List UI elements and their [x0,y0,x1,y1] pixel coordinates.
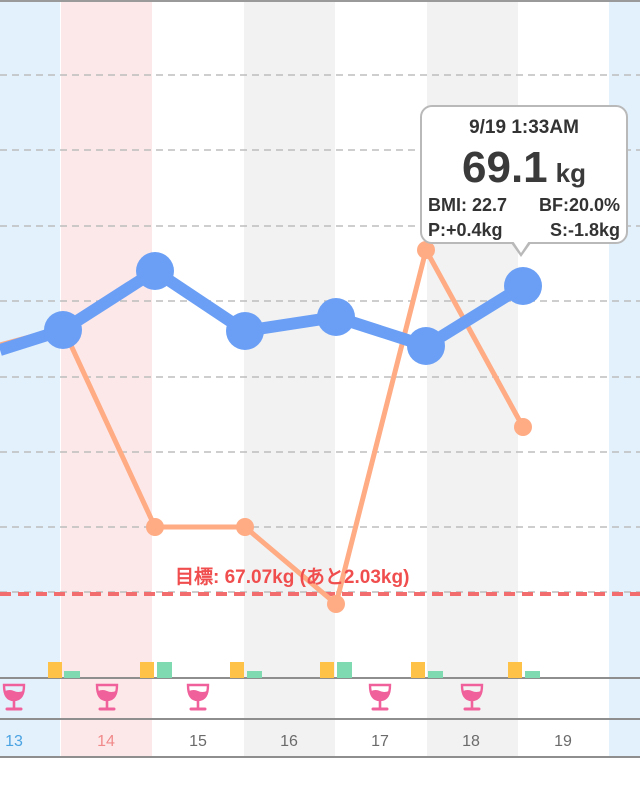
tooltip-weight-unit: kg [555,158,586,188]
marker-yellow-5 [508,662,522,678]
weight-point-5 [504,267,542,305]
marker-green-2 [247,671,262,678]
tooltip-p: P:+0.4kg [428,220,503,240]
body-fat-point-3 [327,595,345,613]
marker-green-4 [428,671,443,678]
day-label-15[interactable]: 15 [189,733,207,750]
marker-yellow-2 [230,662,244,678]
body-fat-point-1 [146,518,164,536]
goal-label: 目標: 67.07kg (あと2.03kg) [175,567,410,588]
tooltip-weight-value: 69.1 [462,143,548,192]
day-label-19[interactable]: 19 [554,733,572,750]
marker-yellow-1 [140,662,154,678]
body-fat-point-4 [417,241,435,259]
tooltip-datetime: 9/19 1:33AM [469,117,579,138]
weight-point-0 [44,311,82,349]
wine-glass-icon [368,683,392,711]
weight-tooltip: 9/19 1:33AM 69.1 kg BMI: 22.7 BF:20.0% P:… [420,105,628,244]
wine-glass-icon [95,683,119,711]
column-bg-16 [244,0,335,757]
marker-green-5 [525,671,540,678]
tooltip-bmi: BMI: 22.7 [428,195,508,215]
tooltip-s: S:-1.8kg [549,220,620,240]
weight-point-1 [136,252,174,290]
marker-yellow-3 [320,662,334,678]
tooltip-weight: 69.1 kg [422,143,626,193]
tooltip-arrow-fill [513,241,529,253]
day-label-13[interactable]: 13 [5,733,23,750]
body-fat-point-5 [514,418,532,436]
tooltip-body-fat: BF:20.0% [538,195,620,215]
wine-glass-icon [186,683,210,711]
holiday-column-bg [61,0,152,757]
wine-glass-icon [460,683,484,711]
day-label-16[interactable]: 16 [280,733,298,750]
marker-yellow-0 [48,662,62,678]
day-label-18[interactable]: 18 [462,733,480,750]
body-fat-point-2 [236,518,254,536]
day-label-17[interactable]: 17 [371,733,389,750]
weight-point-2 [226,312,264,350]
marker-green-3 [337,662,352,678]
sunday-column-bg [0,0,60,757]
weight-point-4 [407,327,445,365]
wine-glass-icon [2,683,26,711]
marker-green-0 [64,671,80,678]
marker-yellow-4 [411,662,425,678]
day-label-14[interactable]: 14 [97,733,115,750]
tooltip-row-2: P:+0.4kg S:-1.8kg [428,220,620,241]
tooltip-row-1: BMI: 22.7 BF:20.0% [428,195,620,216]
marker-green-1 [157,662,172,678]
weight-point-3 [317,298,355,336]
